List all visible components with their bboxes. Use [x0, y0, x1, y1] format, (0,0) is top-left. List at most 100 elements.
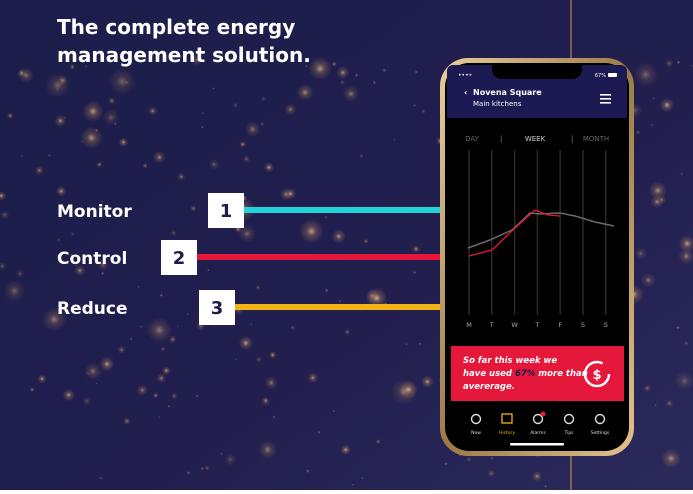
tab[interactable]: DAY: [465, 135, 480, 143]
battery-icon: [608, 73, 617, 77]
city-light: [62, 388, 75, 402]
city-light: [683, 340, 689, 346]
nav-item[interactable]: History: [499, 413, 515, 436]
city-light: [161, 366, 171, 376]
nav-item[interactable]: New: [470, 413, 482, 437]
city-light: [29, 387, 35, 393]
city-light: [650, 123, 655, 127]
city-light: [208, 159, 220, 170]
nav-icon: [470, 413, 482, 425]
city-light: [324, 288, 329, 293]
city-light: [139, 325, 143, 329]
nav-item[interactable]: Tips: [563, 413, 575, 437]
city-light: [305, 468, 310, 474]
menu-icon[interactable]: [600, 94, 611, 104]
city-light: [146, 317, 173, 343]
city-light: [413, 270, 417, 275]
savings-icon: [583, 360, 611, 388]
city-light: [680, 172, 684, 176]
headline: The complete energy: [57, 15, 295, 39]
city-light: [340, 444, 352, 456]
city-light: [6, 112, 14, 120]
city-light: [676, 60, 681, 65]
step-box: [199, 290, 235, 325]
city-light: [102, 108, 120, 127]
city-light: [678, 234, 693, 253]
city-light: [15, 269, 25, 279]
city-light: [543, 484, 548, 489]
city-light: [232, 102, 239, 108]
city-light: [108, 97, 116, 105]
city-light: [676, 325, 680, 330]
city-light: [308, 56, 333, 81]
city-light: [268, 351, 277, 359]
city-light: [324, 215, 328, 219]
back-arrow[interactable]: ‹: [464, 88, 467, 97]
city-light: [264, 376, 278, 390]
headline: management solution.: [57, 43, 311, 67]
city-light: [82, 100, 104, 122]
city-light: [296, 83, 314, 102]
city-light: [0, 191, 6, 201]
city-light: [531, 471, 543, 482]
city-light: [108, 67, 136, 96]
city-light: [74, 264, 86, 277]
city-light: [317, 430, 321, 434]
city-light: [83, 362, 102, 381]
city-light: [100, 199, 104, 204]
nav-label: History: [499, 430, 515, 436]
city-light: [363, 238, 369, 244]
city-light: [158, 416, 161, 419]
city-light: [142, 163, 148, 169]
city-light: [63, 116, 67, 119]
city-light: [381, 67, 387, 73]
city-light: [20, 154, 23, 157]
city-light: [641, 272, 656, 288]
tab-active[interactable]: WEEK: [525, 135, 546, 143]
city-light: [238, 335, 253, 351]
nav-bar: New History Alarms Tips Settings: [470, 411, 610, 437]
tab[interactable]: MONTH: [583, 135, 609, 143]
city-light: [674, 370, 693, 391]
city-light: [0, 262, 7, 271]
city-light: [69, 253, 74, 257]
city-light: [418, 342, 422, 346]
city-light: [307, 372, 319, 384]
step-label: Monitor: [57, 202, 132, 222]
city-light: [652, 97, 655, 100]
city-light: [259, 121, 265, 127]
banner: [451, 346, 624, 401]
city-light: [17, 67, 35, 84]
city-light: [204, 465, 210, 471]
city-light: [170, 392, 178, 400]
city-light: [84, 65, 88, 68]
average-line: [467, 212, 615, 249]
city-light: [299, 218, 324, 244]
city-light: [289, 325, 296, 331]
city-light: [176, 172, 186, 181]
city-light: [69, 63, 76, 70]
city-light: [47, 153, 52, 158]
city-light: [56, 186, 67, 197]
nav-item[interactable]: Settings: [591, 413, 610, 437]
city-light: [74, 264, 77, 267]
banner-line: avererage.: [463, 382, 515, 392]
day-label: S: [604, 321, 608, 329]
city-light: [200, 466, 205, 471]
city-light: [354, 73, 359, 78]
city-light: [648, 181, 668, 200]
nav-item[interactable]: Alarms: [530, 411, 546, 437]
city-light: [339, 79, 346, 86]
app-header: [447, 65, 627, 118]
nav-label: New: [471, 430, 481, 436]
city-light: [152, 392, 159, 399]
city-light: [201, 111, 205, 115]
step-number: 2: [173, 248, 186, 269]
city-light: [305, 64, 308, 68]
step-box: [208, 193, 244, 228]
city-light: [94, 128, 99, 132]
nav-icon: [501, 413, 513, 424]
city-light: [189, 204, 197, 212]
city-light: [129, 337, 133, 341]
